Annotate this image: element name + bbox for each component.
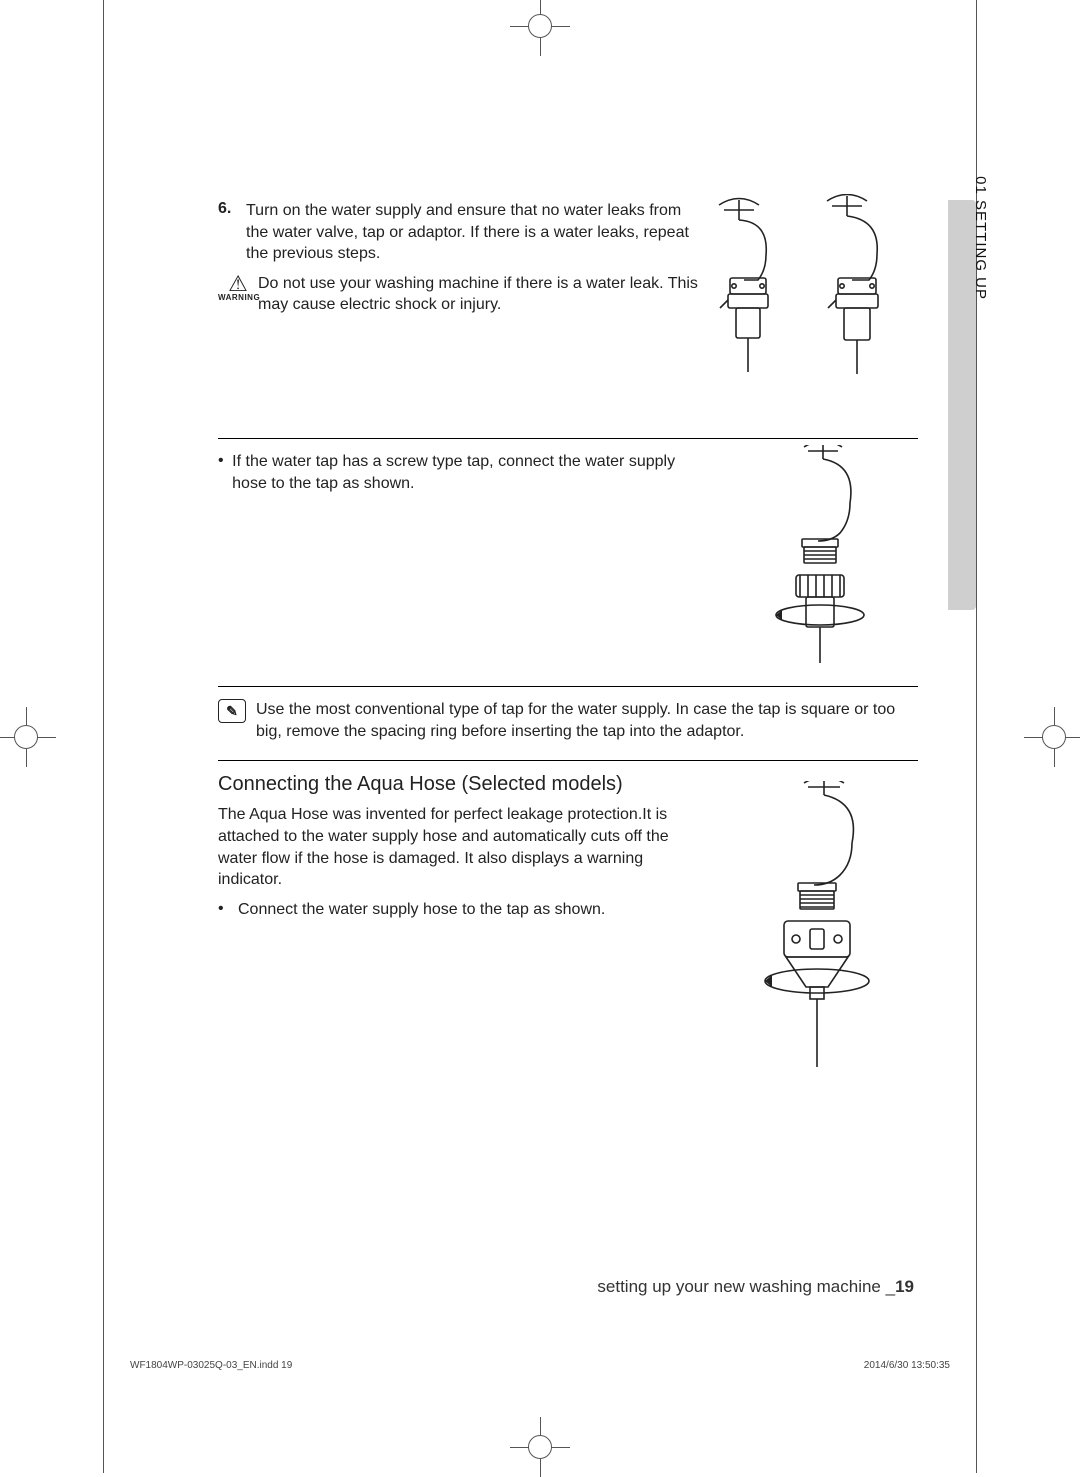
note-row: ✎ Use the most conventional type of tap … [218,699,918,742]
crop-mark-left [0,707,56,767]
step-6-block: 6. Turn on the water supply and ensure t… [218,200,918,426]
divider [218,438,918,439]
screw-tap-block: • If the water tap has a screw type tap,… [218,451,918,674]
manual-page: 01 SETTING UP 6. Turn on the water suppl… [0,0,1080,1473]
figure-aqua-hose [732,781,892,1071]
footer-meta: WF1804WP-03025Q-03_EN.indd 19 2014/6/30 … [130,1360,950,1371]
aqua-hose-block: Connecting the Aqua Hose (Selected model… [218,773,918,1160]
footer-date: 2014/6/30 13:50:35 [864,1360,950,1371]
warning-icon: ⚠ [218,273,258,295]
note-icon: ✎ [218,699,246,723]
step-number: 6. [218,200,246,218]
crop-mark-bottom [510,1417,570,1477]
page-number: 19 [895,1277,914,1296]
page-footer-title: setting up your new washing machine _19 [0,1277,1080,1297]
footer-file: WF1804WP-03025Q-03_EN.indd 19 [130,1360,292,1371]
divider [218,686,918,687]
figure-screw-tap [738,445,888,665]
crop-mark-right [1024,707,1080,767]
section-tab-label: 01 SETTING UP [972,176,989,300]
warning-label: WARNING [218,293,258,302]
bullet: • [218,899,238,920]
trim-line-left [103,0,104,1473]
content-area: 6. Turn on the water supply and ensure t… [218,200,918,1172]
note-text: Use the most conventional type of tap fo… [256,699,918,742]
bullet: • [218,451,232,472]
crop-mark-top [510,0,570,56]
divider [218,760,918,761]
figure-dual-tap [694,194,924,374]
